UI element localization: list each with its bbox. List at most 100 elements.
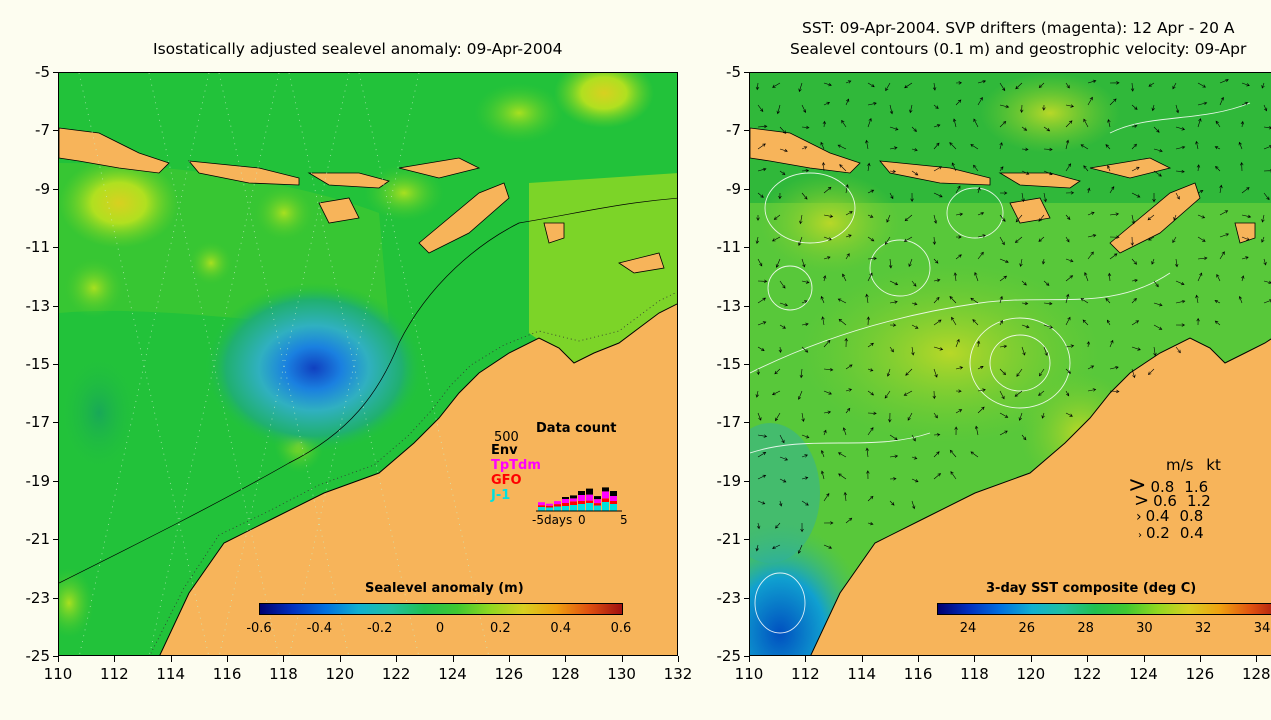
velocity-arrow: [1105, 297, 1111, 304]
velocity-legend-row: >0.8 1.6: [1128, 473, 1208, 498]
velocity-arrow: [932, 390, 936, 400]
velocity-arrow: [755, 82, 760, 91]
velocity-arrow: [844, 337, 848, 348]
velocity-arrow: [757, 104, 764, 112]
data-count-bar: [546, 505, 553, 508]
left-x-tick-label: 118: [269, 665, 298, 683]
velocity-arrow: [888, 412, 892, 423]
velocity-arrow: [1261, 214, 1265, 223]
data-count-bar: [562, 503, 569, 506]
velocity-arrow: [845, 98, 850, 106]
velocity-arrow: [1109, 186, 1115, 194]
velocity-arrow: [772, 544, 781, 549]
left-y-tick-label: -13: [25, 296, 51, 315]
velocity-arrow: [1197, 101, 1208, 106]
velocity-arrow: [779, 170, 786, 176]
velocity-arrow: [838, 318, 847, 326]
velocity-arrow: [1175, 299, 1186, 304]
velocity-arrow: [999, 430, 1008, 436]
velocity-arrow: [999, 344, 1008, 349]
velocity-arrow: [1216, 273, 1221, 282]
velocity-arrow: [1014, 390, 1023, 397]
left-y-tick: [53, 130, 58, 132]
left-map-title: Isostatically adjusted sealevel anomaly:…: [153, 40, 563, 58]
velocity-arrow: [955, 99, 962, 106]
velocity-arrow: [1087, 187, 1091, 194]
velocity-legend-kt: 1.2: [1186, 492, 1211, 510]
velocity-arrow: [954, 426, 958, 436]
left-x-tick: [452, 656, 454, 662]
velocity-legend-kt-header: kt: [1206, 456, 1221, 474]
velocity-arrow: [779, 324, 786, 329]
velocity-arrow: [757, 143, 766, 150]
velocity-arrow: [867, 390, 875, 396]
velocity-arrow: [1021, 280, 1027, 286]
data-count-bar: [570, 501, 577, 505]
velocity-arrow: [867, 256, 877, 261]
sealevel-map-graphic: [59, 73, 677, 655]
velocity-arrow: [889, 346, 894, 353]
velocity-arrow: [866, 316, 871, 326]
data-count-bar: [594, 496, 601, 500]
velocity-arrow: [841, 119, 847, 128]
data-count-bar: [546, 507, 553, 511]
velocity-arrow: [889, 323, 897, 327]
velocity-arrow: [933, 412, 938, 419]
velocity-arrow: [1219, 210, 1229, 216]
velocity-arrow: [843, 491, 847, 502]
velocity-arrow: [911, 456, 918, 460]
right-map-title-line2: Sealevel contours (0.1 m) and geostrophi…: [790, 40, 1247, 58]
left-y-tick-label: -17: [25, 413, 51, 432]
velocity-arrow: [1261, 236, 1265, 243]
left-x-tick: [170, 656, 172, 662]
velocity-arrow: [889, 300, 898, 304]
sealevel-anomaly-map[interactable]: Data count 500 Env TpTdm GFO J-1 -5days 0 5…: [58, 72, 678, 656]
velocity-arrow: [1175, 192, 1180, 200]
velocity-arrow: [1197, 256, 1208, 260]
velocity-arrow: [1196, 317, 1200, 326]
sst-velocity-map[interactable]: m/s kt >0.8 1.6 >0.6 1.2 › 0.4 0.8 › 0.2 0.4 3-da…: [749, 72, 1271, 656]
velocity-arrow: [771, 236, 781, 242]
velocity-arrow: [866, 470, 870, 480]
right-x-tick-label: 128: [1241, 665, 1271, 683]
velocity-arrow: [1214, 146, 1221, 150]
velocity-arrow: [867, 102, 877, 106]
velocity-legend-ms: 0.8: [1150, 478, 1175, 496]
velocity-arrow: [1109, 389, 1120, 394]
velocity-arrow: [755, 544, 759, 552]
right-y-tick: [744, 188, 749, 190]
velocity-arrow: [820, 470, 825, 480]
velocity-arrow: [1241, 256, 1249, 260]
velocity-arrow: [999, 191, 1008, 195]
velocity-arrow: [886, 214, 891, 223]
velocity-arrow: [823, 390, 832, 395]
velocity-arrow: [1151, 258, 1155, 265]
velocity-arrow: [837, 298, 847, 304]
velocity-arrow: [1175, 323, 1186, 327]
left-y-tick: [53, 480, 58, 482]
sealevel-colorbar-tick: -0.4: [306, 621, 333, 636]
right-y-tick: [744, 305, 749, 307]
left-x-tick-label: 130: [607, 665, 636, 683]
velocity-arrow: [801, 300, 808, 304]
velocity-arrow: [1041, 258, 1046, 265]
velocity-arrow: [823, 236, 832, 241]
velocity-arrow: [1175, 258, 1179, 268]
velocity-arrow: [778, 192, 782, 200]
left-y-tick-label: -25: [25, 647, 51, 665]
velocity-arrow: [889, 500, 895, 506]
data-count-bar: [586, 488, 593, 495]
sealevel-colorbar-tick: -0.2: [366, 621, 393, 636]
sst-colorbar-tick: 28: [1077, 621, 1094, 636]
velocity-arrow: [1263, 192, 1270, 201]
arrow-icon: ›: [1136, 509, 1142, 525]
left-x-tick-label: 114: [156, 665, 186, 683]
velocity-arrow: [933, 319, 942, 326]
left-y-tick-label: -21: [25, 530, 51, 549]
velocity-arrow: [1241, 275, 1245, 282]
velocity-arrow: [823, 101, 831, 106]
right-y-tick: [744, 539, 749, 541]
sst-colorbar-tick: 30: [1136, 621, 1153, 636]
data-count-bar: [586, 500, 593, 503]
velocity-arrow: [1172, 82, 1177, 90]
